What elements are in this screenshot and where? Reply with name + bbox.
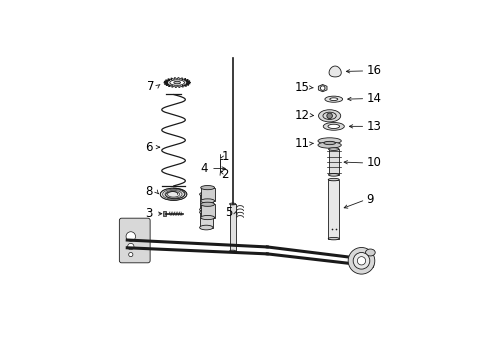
Ellipse shape [200, 185, 214, 190]
Text: 6: 6 [145, 141, 153, 154]
Ellipse shape [324, 96, 342, 102]
Ellipse shape [160, 188, 186, 201]
Ellipse shape [323, 141, 335, 145]
Ellipse shape [173, 81, 180, 84]
Circle shape [357, 257, 365, 265]
Ellipse shape [323, 122, 344, 130]
Text: 8: 8 [145, 185, 153, 198]
Ellipse shape [327, 124, 339, 129]
Ellipse shape [199, 210, 212, 215]
Bar [328, 149, 338, 175]
Text: 11: 11 [294, 137, 309, 150]
Bar [200, 204, 214, 217]
Polygon shape [163, 78, 190, 87]
Ellipse shape [317, 142, 341, 148]
Text: 1: 1 [221, 150, 228, 163]
Circle shape [126, 232, 135, 241]
Ellipse shape [229, 250, 235, 252]
Ellipse shape [169, 80, 184, 85]
Circle shape [352, 252, 369, 269]
Ellipse shape [229, 203, 235, 205]
Bar [163, 211, 166, 216]
Ellipse shape [199, 207, 212, 212]
Text: 12: 12 [294, 109, 309, 122]
Text: 4: 4 [200, 162, 207, 175]
Ellipse shape [328, 174, 338, 176]
Ellipse shape [199, 192, 212, 197]
Circle shape [128, 252, 133, 257]
Text: 3: 3 [145, 207, 153, 220]
Ellipse shape [318, 110, 340, 122]
Ellipse shape [327, 237, 339, 240]
Text: 15: 15 [294, 81, 309, 94]
Bar [200, 188, 214, 201]
Circle shape [127, 243, 134, 250]
Text: 2: 2 [221, 167, 228, 180]
Ellipse shape [365, 249, 374, 256]
Ellipse shape [327, 178, 339, 181]
Polygon shape [318, 85, 326, 92]
Circle shape [320, 86, 324, 90]
Ellipse shape [329, 98, 337, 100]
Text: 9: 9 [366, 193, 373, 206]
Text: 16: 16 [366, 64, 381, 77]
Bar [327, 180, 339, 239]
Text: 5: 5 [225, 206, 232, 219]
Text: 13: 13 [366, 120, 381, 133]
Ellipse shape [328, 148, 338, 150]
Ellipse shape [200, 199, 214, 203]
Text: 10: 10 [366, 157, 381, 170]
Bar [199, 194, 212, 210]
Ellipse shape [200, 216, 214, 220]
Ellipse shape [317, 138, 341, 144]
Text: 7: 7 [146, 80, 154, 93]
Polygon shape [328, 66, 341, 77]
Bar [229, 204, 235, 251]
Text: 14: 14 [366, 92, 381, 105]
Ellipse shape [200, 202, 214, 206]
FancyBboxPatch shape [119, 218, 150, 263]
Ellipse shape [199, 225, 212, 230]
Circle shape [347, 247, 374, 274]
Bar [199, 212, 212, 228]
Circle shape [326, 113, 332, 118]
